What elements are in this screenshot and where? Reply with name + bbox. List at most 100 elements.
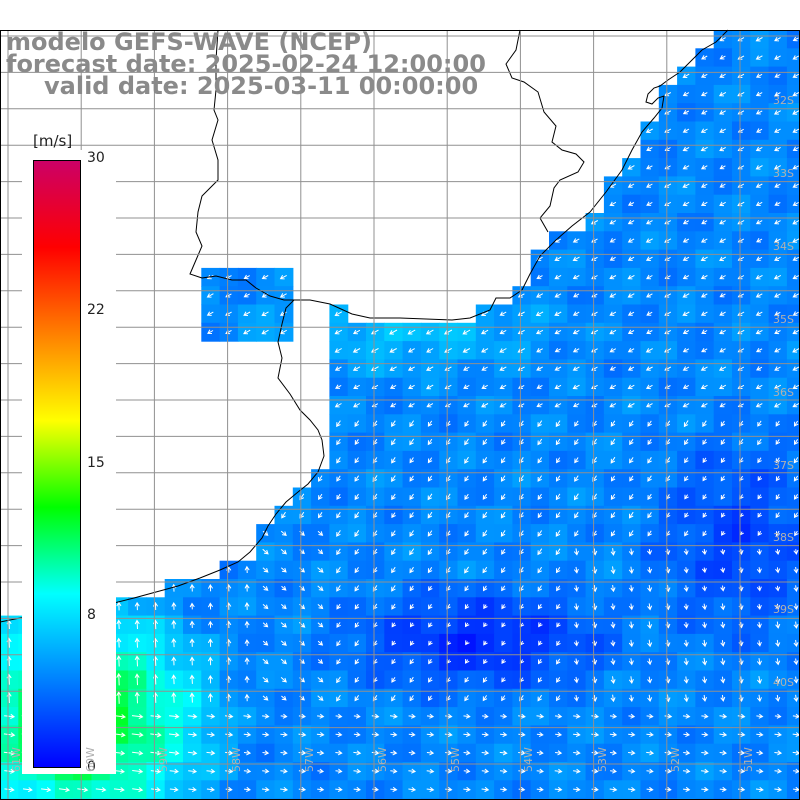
wind-arrow xyxy=(757,457,762,464)
wind-arrow xyxy=(719,128,726,133)
wind-arrow xyxy=(609,732,618,738)
wind-arrow xyxy=(574,475,579,482)
wind-arrow xyxy=(171,674,177,685)
wind-speed-cell xyxy=(786,780,800,800)
wind-arrow xyxy=(720,585,726,592)
wind-arrow xyxy=(682,256,690,261)
wind-arrow xyxy=(279,274,287,280)
wind-arrow xyxy=(336,530,341,537)
wind-arrow xyxy=(427,420,433,427)
wind-arrow xyxy=(591,786,599,792)
wind-arrow xyxy=(482,457,488,464)
wind-arrow xyxy=(719,750,727,756)
wind-arrow xyxy=(225,786,233,792)
wind-arrow xyxy=(518,750,526,756)
wind-arrow xyxy=(207,674,213,684)
colorbar-tick: 15 xyxy=(87,455,105,471)
wind-arrow xyxy=(464,456,469,464)
wind-arrow xyxy=(775,475,781,482)
wind-arrow xyxy=(720,658,726,666)
wind-arrow xyxy=(683,585,689,592)
wind-arrow xyxy=(482,548,488,556)
wind-arrow xyxy=(481,384,488,389)
wind-speed-cell xyxy=(786,542,800,562)
wind-arrow xyxy=(482,695,488,702)
wind-arrow xyxy=(390,732,398,738)
wind-arrow xyxy=(738,768,746,774)
wind-arrow xyxy=(574,457,579,464)
wind-arrow xyxy=(591,750,599,756)
wind-arrow xyxy=(354,695,360,702)
wind-arrow xyxy=(370,366,379,371)
wind-arrow xyxy=(316,732,325,738)
wind-arrow xyxy=(280,567,287,573)
wind-speed-cell xyxy=(786,560,800,580)
wind-arrow xyxy=(720,567,726,574)
wind-arrow xyxy=(610,512,616,519)
wind-arrow xyxy=(391,457,396,464)
wind-arrow xyxy=(483,604,488,610)
wind-arrow xyxy=(682,183,690,188)
wind-arrow xyxy=(627,256,635,261)
colorbar-tick: 0 xyxy=(87,759,96,775)
wind-arrow xyxy=(629,493,634,501)
wind-arrow xyxy=(353,750,362,756)
wind-arrow xyxy=(244,693,250,702)
wind-arrow xyxy=(627,165,635,170)
wind-arrow xyxy=(792,348,800,353)
wind-arrow xyxy=(225,750,234,756)
wind-arrow xyxy=(610,603,616,611)
wind-arrow xyxy=(482,566,488,574)
wind-arrow xyxy=(207,329,214,334)
wind-arrow xyxy=(280,549,287,555)
wind-arrow xyxy=(481,403,489,408)
wind-arrow xyxy=(391,493,396,501)
wind-arrow xyxy=(131,732,144,738)
wind-arrow xyxy=(647,621,653,630)
wind-arrow xyxy=(134,619,140,630)
wind-arrow xyxy=(151,787,161,793)
wind-arrow xyxy=(683,676,689,684)
wind-arrow xyxy=(536,786,544,792)
wind-arrow xyxy=(462,348,471,353)
wind-arrow xyxy=(353,768,362,774)
wind-arrow xyxy=(682,109,690,115)
wind-arrow xyxy=(646,293,653,298)
wind-arrow xyxy=(389,348,397,353)
wind-arrow xyxy=(793,475,799,482)
wind-arrow xyxy=(391,622,397,628)
wind-arrow xyxy=(354,585,360,592)
wind-arrow xyxy=(646,183,653,188)
wind-arrow xyxy=(464,438,469,446)
wind-arrow xyxy=(573,621,579,629)
wind-arrow xyxy=(609,713,618,719)
wind-arrow xyxy=(755,329,763,335)
wind-arrow xyxy=(280,787,289,792)
wind-arrow xyxy=(773,165,781,170)
wind-arrow xyxy=(720,694,726,702)
wind-arrow xyxy=(336,438,341,446)
wind-arrow xyxy=(682,402,690,408)
wind-arrow xyxy=(702,676,708,684)
wind-arrow xyxy=(425,329,434,335)
lon-label: 52W xyxy=(669,747,682,772)
wind-arrow xyxy=(391,694,396,702)
wind-arrow xyxy=(702,530,707,537)
wind-arrow xyxy=(645,384,653,390)
wind-arrow xyxy=(682,311,690,316)
wind-arrow xyxy=(262,713,270,719)
wind-arrow xyxy=(627,293,635,298)
wind-arrow xyxy=(757,420,762,427)
wind-arrow xyxy=(684,475,689,482)
wind-arrow xyxy=(554,347,562,353)
wind-arrow xyxy=(354,493,360,501)
wind-arrow xyxy=(536,384,543,389)
wind-arrow xyxy=(627,274,635,280)
wind-arrow xyxy=(391,530,396,537)
wind-arrow xyxy=(370,329,379,335)
wind-arrow xyxy=(756,548,762,556)
wind-arrow xyxy=(756,768,764,774)
wind-arrow xyxy=(682,165,690,170)
wind-arrow xyxy=(792,220,800,225)
lat-label: 32S xyxy=(773,94,794,107)
